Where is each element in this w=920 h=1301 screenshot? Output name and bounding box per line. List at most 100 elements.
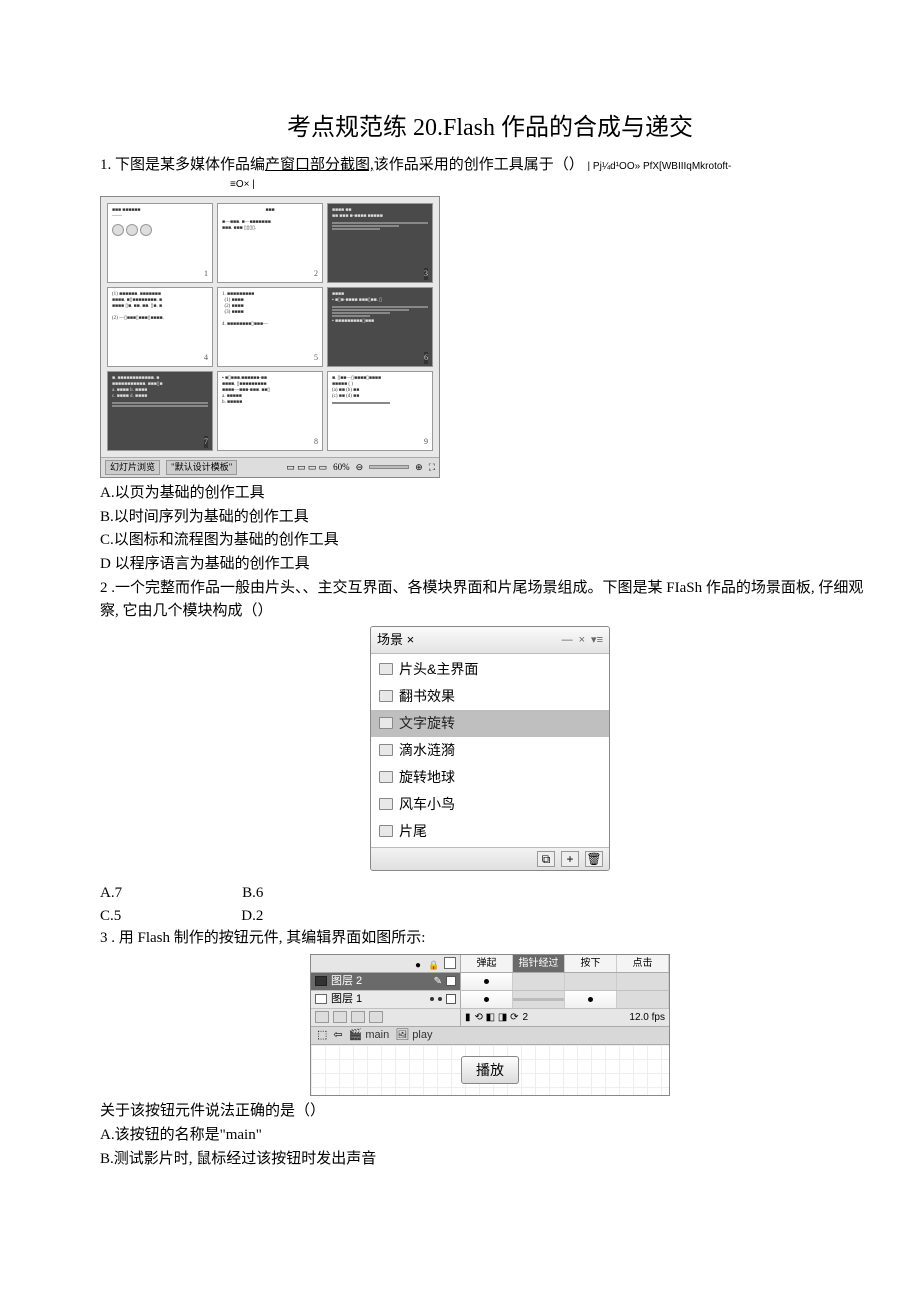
scene-icon <box>379 771 393 783</box>
frame-label[interactable]: 指针经过 <box>513 955 565 972</box>
frame-cell[interactable] <box>617 973 669 990</box>
frame-label[interactable]: 按下 <box>565 955 617 972</box>
scene-panel-header: 场景 × — × ▾≡ <box>371 627 609 654</box>
fit-icon[interactable]: ⛶ <box>429 461 435 475</box>
frame-cell[interactable] <box>513 973 565 990</box>
slide-number: 5 <box>314 352 318 364</box>
layer-extra-button[interactable] <box>369 1011 383 1023</box>
slide-thumb[interactable]: 1. ■■■■■■■■■ (1) ■■■■ (2) ■■■■ (3) ■■■■ … <box>217 287 323 367</box>
layer-icon <box>315 994 327 1004</box>
back-arrow-icon[interactable]: ⬚ <box>317 1027 327 1044</box>
q1-stem-suffix: 该作品采用的创作工具属于（） <box>374 157 584 173</box>
slide-thumb[interactable]: ■■■■ ■■ ■■ ■■■ ■-■■■■ ■■■■■ 3 <box>327 203 433 283</box>
slide-sorter-grid: ■■■ ■■■■■■ —— 1 ■■■ ■—■■■. ■—■■■■■■■ ■■■… <box>101 197 439 457</box>
play-button[interactable]: 播放 <box>461 1056 519 1084</box>
duplicate-scene-button[interactable]: ⧉ <box>537 851 555 867</box>
q2-option-b: B.6 <box>242 882 263 905</box>
q1-stem: 1. 下图是某多媒体作品编产窗口部分截图,该作品采用的创作工具属于（） | Pj… <box>100 154 880 177</box>
scene-item-label: 文字旋转 <box>399 713 455 734</box>
frame-cell[interactable] <box>565 973 617 990</box>
zoom-in-icon[interactable]: ⊕ <box>415 461 423 475</box>
q1-option-b: B.以时间序列为基础的创作工具 <box>100 506 880 529</box>
frame-cell[interactable] <box>617 991 669 1008</box>
slide-thumb[interactable]: (1) ■■■■■■. ■■■■■■■ ■■■■. ■▯■■■■■■■■. ■ … <box>107 287 213 367</box>
timeline-layer-row[interactable]: 图层 2✎ <box>311 973 669 991</box>
menu-icon[interactable]: ▾≡ <box>591 632 603 649</box>
playhead-icon: ▮ <box>465 1010 471 1025</box>
q1-trailing-small: | Pj¼d¹OO» PfX[WBIIIqMkrotoft- <box>588 161 732 172</box>
scene-item[interactable]: 风车小鸟 <box>371 791 609 818</box>
lock-icon[interactable] <box>428 957 440 969</box>
symbol-nav-label[interactable]: 🖼 play <box>395 1027 432 1044</box>
q3-stem: 3 . 用 Flash 制作的按钮元件, 其编辑界面如图所示: <box>100 927 880 950</box>
timeline-header: 弹起指针经过按下点击 <box>311 955 669 973</box>
slide-number: 1 <box>204 268 208 280</box>
slide-number: 2 <box>314 268 318 280</box>
add-scene-button[interactable]: + <box>561 851 579 867</box>
scene-icon <box>379 690 393 702</box>
outline-icon[interactable] <box>444 957 456 969</box>
scene-item[interactable]: 片头&主界面 <box>371 656 609 683</box>
layer-icon <box>315 976 327 986</box>
slide-thumb[interactable]: ■. ▯■■—▯■■■■▯■■■■ ■■■■■ ( ) (a) ■■ (b) ■… <box>327 371 433 451</box>
slide-thumb[interactable]: ■■■ ■■■■■■ —— 1 <box>107 203 213 283</box>
scene-item[interactable]: 滴水涟漪 <box>371 737 609 764</box>
layer-outline-box[interactable] <box>446 994 456 1004</box>
scene-icon <box>379 798 393 810</box>
q2-option-a: A.7 <box>100 882 122 905</box>
scene-item-label: 滴水涟漪 <box>399 740 455 761</box>
scene-item[interactable]: 旋转地球 <box>371 764 609 791</box>
slide-sorter-status: 幻灯片浏览 "默认设计模板" ▭ ▭ ▭ ▭ 60% ⊖ ⊕ ⛶ <box>101 457 439 478</box>
q3-follow: 关于该按钮元件说法正确的是（） <box>100 1100 880 1123</box>
scene-icon <box>379 717 393 729</box>
q1-eox: ≡O× | <box>230 177 880 192</box>
slide-thumb[interactable]: ■■■ ■—■■■. ■—■■■■■■■ ■■■. ■■■ ▯▯▯▯. 2 <box>217 203 323 283</box>
q2-option-c: C.5 <box>100 905 121 928</box>
stage: 播放 <box>311 1045 669 1095</box>
view-mode-icons[interactable]: ▭ ▭ ▭ ▭ <box>286 461 327 475</box>
scene-nav-label[interactable]: 🎬 main <box>349 1027 390 1044</box>
onion-icons[interactable]: ⟲ ◧ ◨ ⟳ <box>475 1010 519 1025</box>
slide-number: 6 <box>424 352 428 364</box>
delete-layer-button[interactable] <box>351 1011 365 1023</box>
frame-cell[interactable] <box>565 991 617 1008</box>
q2-option-d: D.2 <box>241 905 263 928</box>
frame-cell[interactable] <box>461 973 513 990</box>
scene-item[interactable]: 片尾 <box>371 818 609 845</box>
q1-option-c: C.以图标和流程图为基础的创作工具 <box>100 529 880 552</box>
timeline-layer-row[interactable]: 图层 1 <box>311 991 669 1009</box>
scene-item-label: 风车小鸟 <box>399 794 455 815</box>
frame-label[interactable]: 弹起 <box>461 955 513 972</box>
zoom-slider[interactable] <box>369 465 409 469</box>
q2-options-row2: C.5 D.2 <box>100 905 880 928</box>
new-folder-button[interactable] <box>333 1011 347 1023</box>
slide-thumb[interactable]: ■■■■ ▪ ■▯■-■■■■ ■■■▯■■. ▯ ▪ ■■■■■■■■■▯■■… <box>327 287 433 367</box>
q1-option-d: D 以程序语言为基础的创作工具 <box>100 553 880 576</box>
scene-icon <box>379 825 393 837</box>
timeline-toolrow: ▮ ⟲ ◧ ◨ ⟳ 2 12.0 fps <box>311 1009 669 1027</box>
new-layer-button[interactable] <box>315 1011 329 1023</box>
frame-label[interactable]: 点击 <box>617 955 669 972</box>
q1-stem-prefix: 1. 下图是某多媒体作品编 <box>100 157 265 173</box>
frame-cell[interactable] <box>513 991 565 1008</box>
slide-number: 8 <box>314 436 318 448</box>
page-title: 考点规范练 20.Flash 作品的合成与递交 <box>100 110 880 146</box>
slide-number: 4 <box>204 352 208 364</box>
status-tab-view[interactable]: 幻灯片浏览 <box>105 460 160 476</box>
layer-outline-box[interactable] <box>446 976 456 986</box>
up-arrow-icon[interactable]: ⇦ <box>333 1027 342 1044</box>
delete-scene-button[interactable]: 🗑 <box>585 851 603 867</box>
current-frame: 2 <box>523 1010 529 1025</box>
close-icon[interactable]: × <box>579 632 585 649</box>
scene-item-label: 片尾 <box>399 821 427 842</box>
frame-cell[interactable] <box>461 991 513 1008</box>
scene-item[interactable]: 翻书效果 <box>371 683 609 710</box>
scene-item[interactable]: 文字旋转 <box>371 710 609 737</box>
minimize-icon[interactable]: — <box>562 632 573 649</box>
slide-thumb[interactable]: ■. ■■■■■■■■■■■■. ■ ■■■■■■■■■■■. ■■■▯■ a.… <box>107 371 213 451</box>
slide-thumb[interactable]: ▪ ■▯■■■.■■■■■■-■■ ■■■■. ▯■■■■■■■■■ ■■■■—… <box>217 371 323 451</box>
eye-icon[interactable] <box>412 957 424 969</box>
q1-figure: ■■■ ■■■■■■ —— 1 ■■■ ■—■■■. ■—■■■■■■■ ■■■… <box>100 196 880 479</box>
status-tab-template[interactable]: "默认设计模板" <box>166 460 237 476</box>
zoom-out-icon[interactable]: ⊖ <box>356 461 364 475</box>
